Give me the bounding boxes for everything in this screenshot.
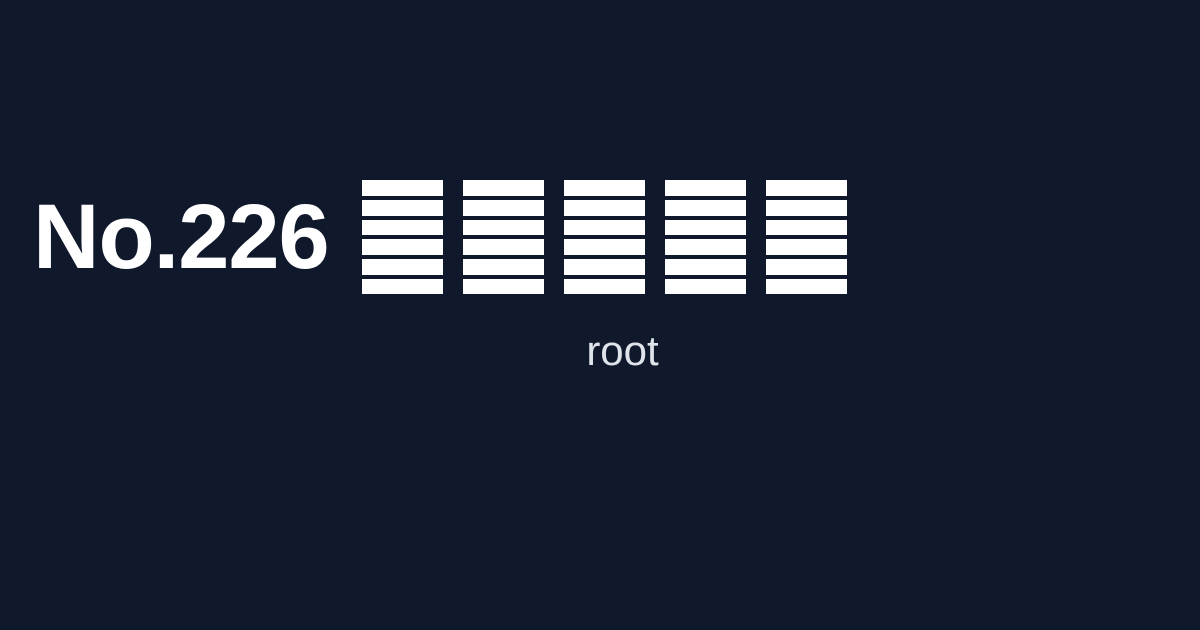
caption-text: root	[586, 327, 659, 374]
six-bar-stack-icon	[361, 180, 443, 294]
six-bar-stack-icon	[664, 180, 746, 294]
number-label: No.226	[33, 186, 330, 288]
six-bar-stack-icon	[765, 180, 847, 294]
glyph-row	[361, 180, 847, 294]
six-bar-stack-icon	[563, 180, 645, 294]
title-row: No.226	[33, 180, 847, 294]
six-bar-stack-icon	[462, 180, 544, 294]
